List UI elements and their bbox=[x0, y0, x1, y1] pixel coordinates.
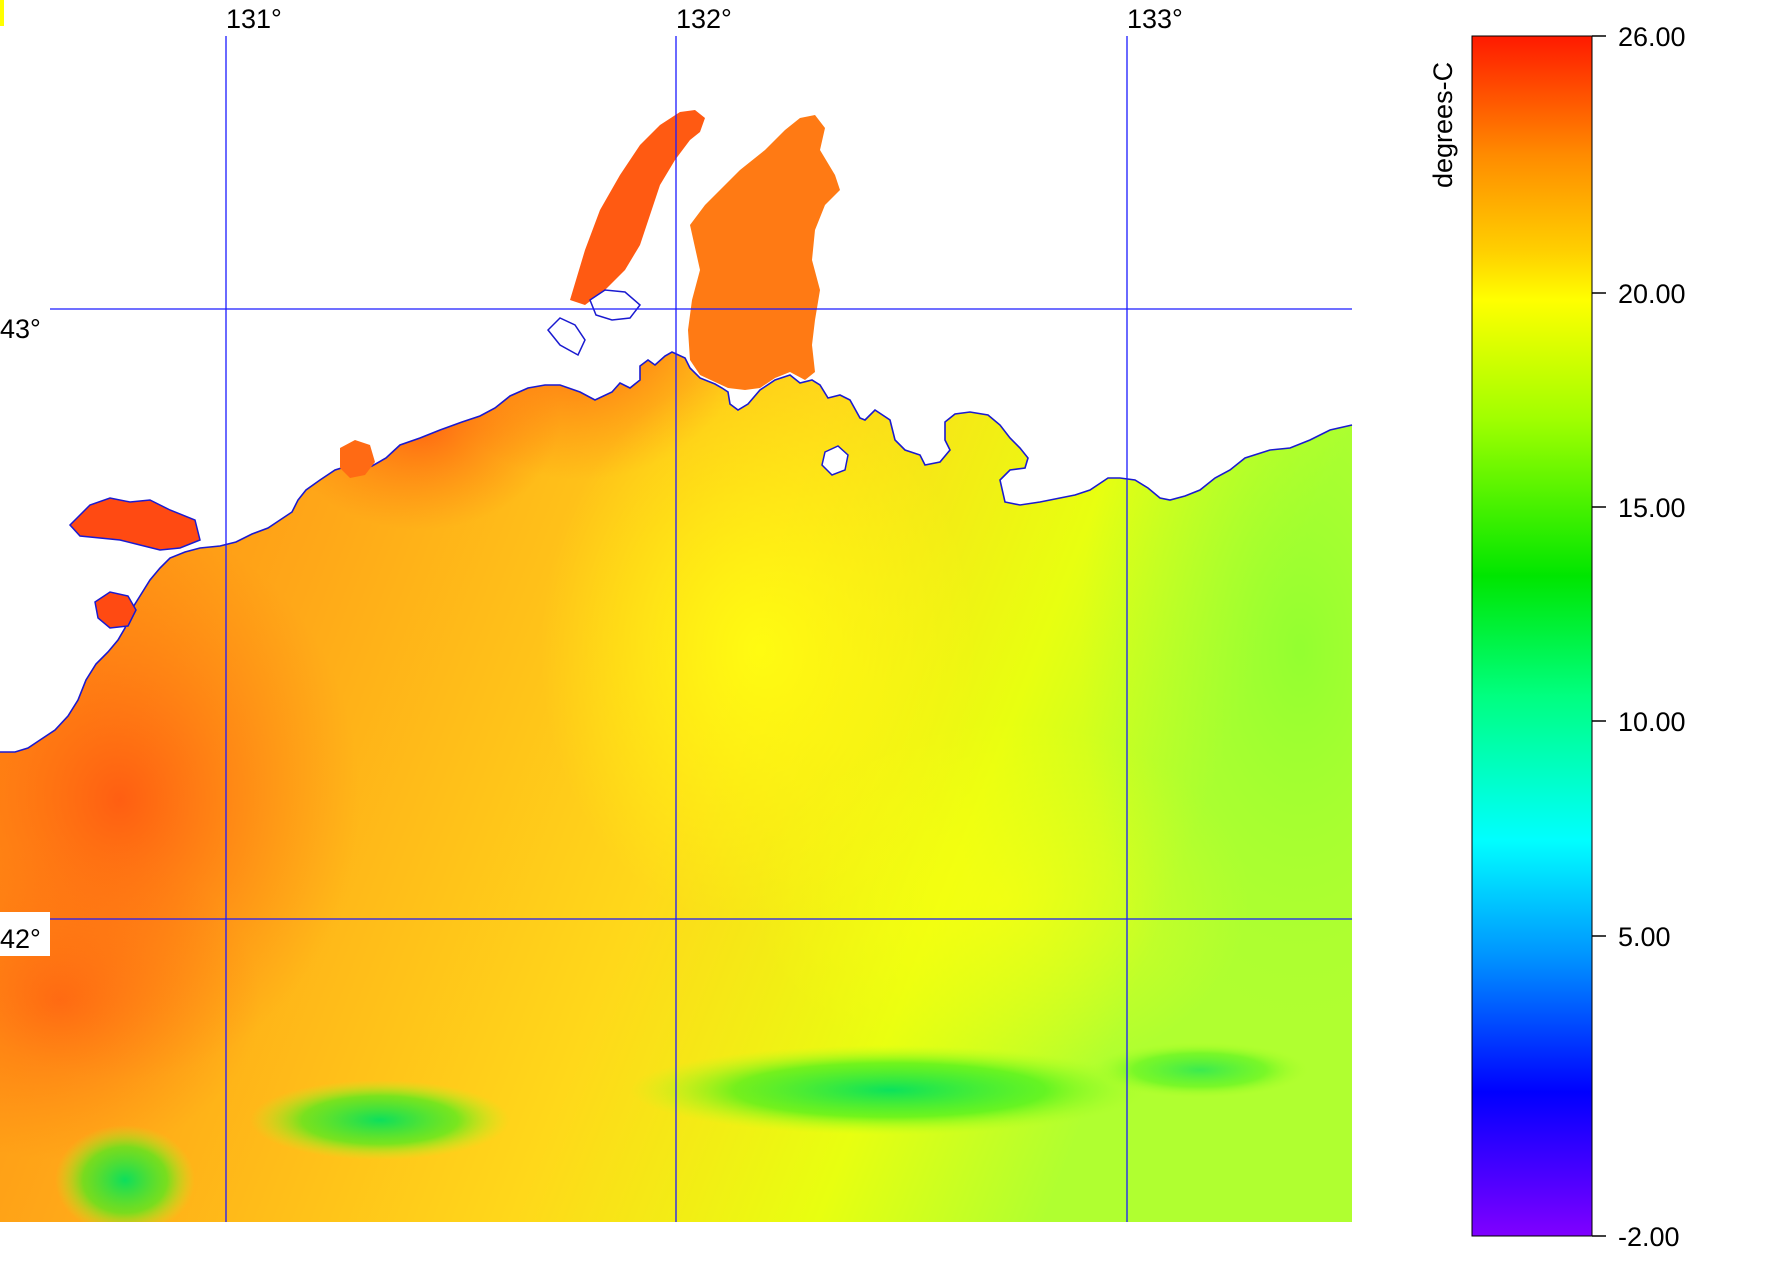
colorbar-gradient bbox=[1471, 35, 1593, 1237]
colorbar-tick-minus2: -2.00 bbox=[1618, 1222, 1680, 1252]
colorbar-unit-label: degrees-C bbox=[1428, 62, 1458, 188]
land-mass bbox=[0, 0, 1352, 752]
colorbar-tick-20: 20.00 bbox=[1618, 279, 1686, 309]
corner-mark bbox=[0, 0, 4, 26]
bay-waters bbox=[68, 110, 849, 629]
colorbar-tick-26: 26.00 bbox=[1618, 22, 1686, 52]
lat-label-box-42 bbox=[0, 912, 50, 956]
lon-label-133: 133° bbox=[1127, 4, 1183, 34]
colorbar-tick-5: 5.00 bbox=[1618, 922, 1671, 952]
lon-label-132: 132° bbox=[676, 4, 732, 34]
colorbar-tick-10: 10.00 bbox=[1618, 707, 1686, 737]
colorbar-tick-15: 15.00 bbox=[1618, 493, 1686, 523]
lat-label-43: 43° bbox=[0, 314, 41, 344]
colorbar-ticks bbox=[1592, 35, 1606, 1237]
lat-label-42: 42° bbox=[0, 924, 41, 954]
coastline bbox=[0, 351, 1353, 753]
lon-label-131: 131° bbox=[226, 4, 282, 34]
graticule bbox=[50, 36, 1352, 1222]
colorbar: 26.00 20.00 15.00 10.00 5.00 -2.00 degre… bbox=[1428, 22, 1686, 1252]
